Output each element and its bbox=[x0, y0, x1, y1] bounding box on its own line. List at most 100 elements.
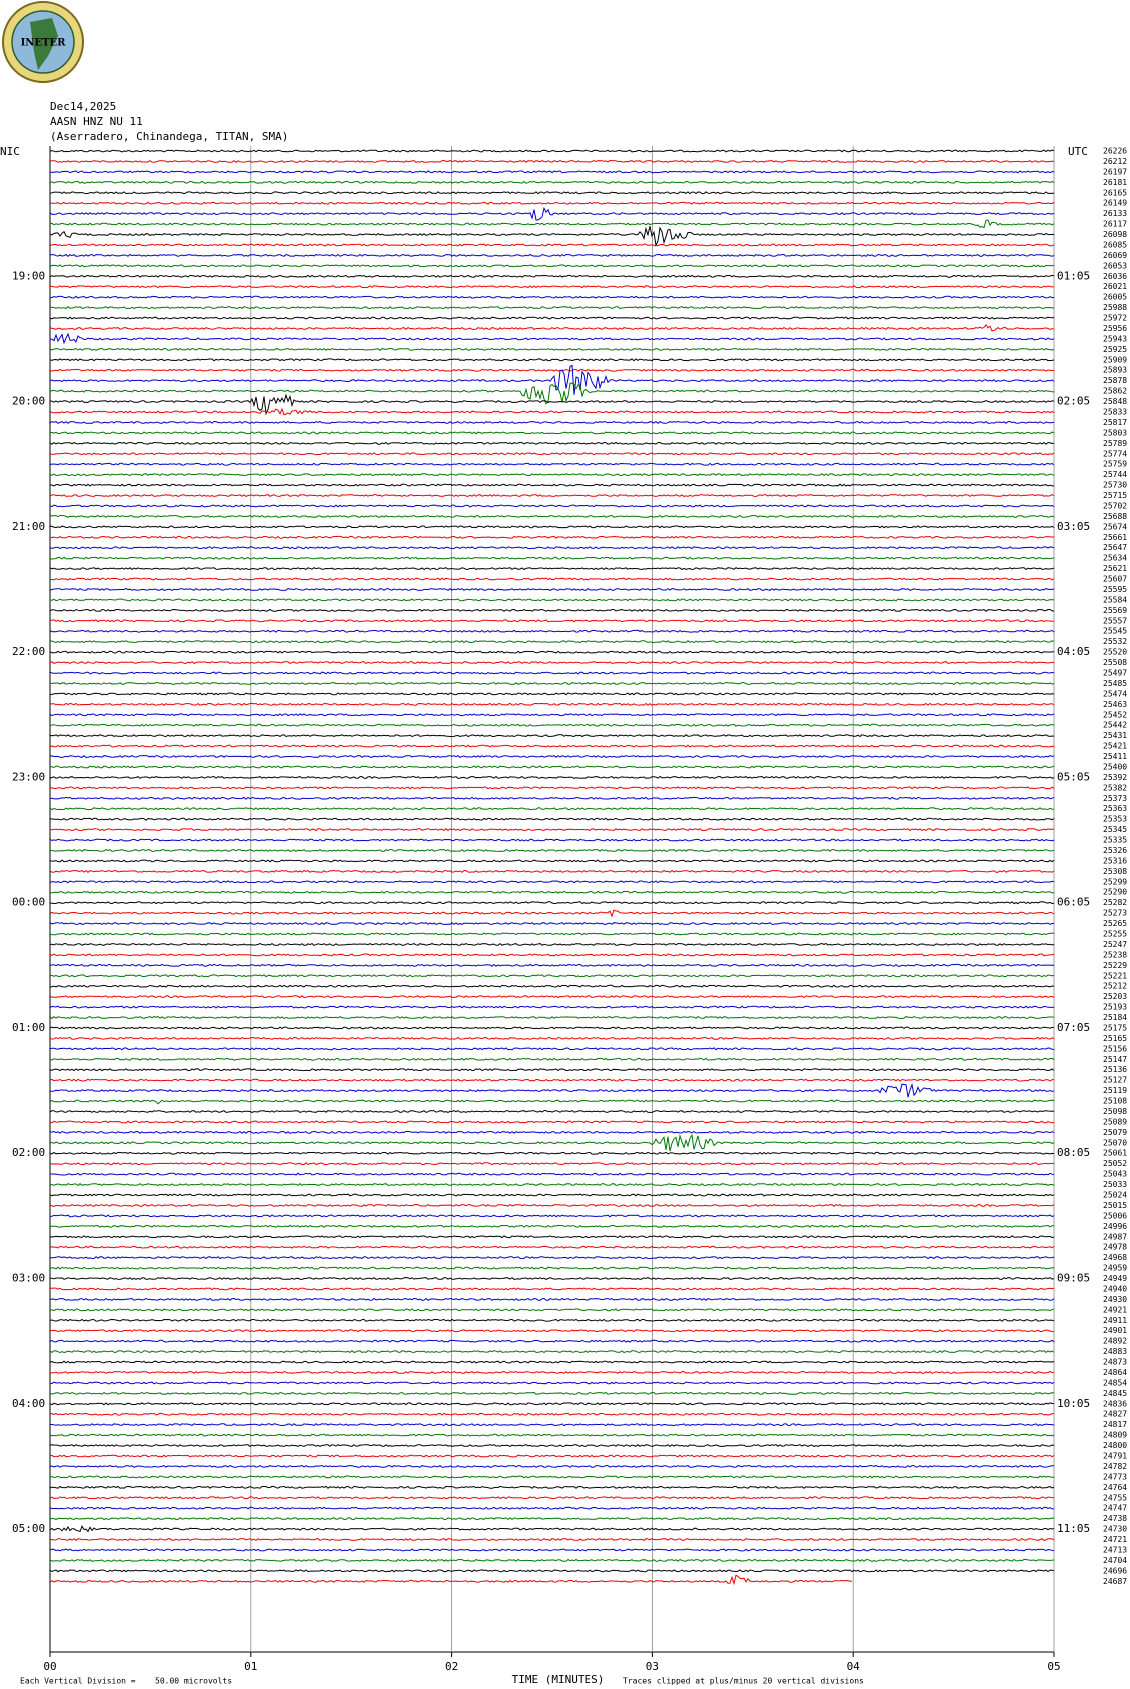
local-hour-label: 00:00 bbox=[12, 896, 45, 909]
trace bbox=[49, 1360, 1055, 1364]
trace-count: 25411 bbox=[1103, 752, 1127, 761]
trace-count: 24959 bbox=[1103, 1264, 1127, 1273]
trace-count: 25532 bbox=[1103, 637, 1127, 646]
trace-count: 25203 bbox=[1103, 992, 1127, 1001]
trace-count: 25033 bbox=[1103, 1180, 1127, 1189]
trace bbox=[49, 420, 1055, 424]
location: (Aserradero, Chinandega, TITAN, SMA) bbox=[50, 130, 288, 143]
trace bbox=[49, 358, 1055, 362]
trace-count: 25070 bbox=[1103, 1138, 1127, 1147]
trace-count: 25326 bbox=[1103, 846, 1127, 855]
trace-count: 25956 bbox=[1103, 324, 1127, 333]
trace bbox=[49, 1485, 1055, 1489]
utc-hour-label: 11:05 bbox=[1057, 1522, 1090, 1535]
trace-count: 25015 bbox=[1103, 1201, 1127, 1210]
trace-count: 26197 bbox=[1103, 167, 1127, 176]
trace-count: 25621 bbox=[1103, 564, 1127, 573]
trace-count: 24755 bbox=[1103, 1493, 1127, 1502]
local-hour-label: 04:00 bbox=[12, 1397, 45, 1410]
trace bbox=[49, 407, 1055, 416]
trace bbox=[49, 1329, 1055, 1333]
trace bbox=[49, 807, 1055, 811]
logo-land bbox=[30, 18, 58, 70]
trace-count: 25688 bbox=[1103, 512, 1127, 521]
trace bbox=[49, 1193, 1055, 1197]
trace bbox=[49, 159, 1055, 163]
trace-count: 24940 bbox=[1103, 1284, 1127, 1293]
trace bbox=[49, 1569, 1055, 1573]
trace bbox=[49, 869, 1055, 873]
trace bbox=[49, 1297, 1055, 1301]
trace bbox=[49, 1162, 1055, 1166]
trace-count: 25442 bbox=[1103, 721, 1127, 730]
trace bbox=[49, 984, 1055, 988]
trace-count: 25363 bbox=[1103, 804, 1127, 813]
trace-count: 25373 bbox=[1103, 794, 1127, 803]
trace-count: 25335 bbox=[1103, 836, 1127, 845]
trace-count: 25909 bbox=[1103, 355, 1127, 364]
trace-count: 26036 bbox=[1103, 272, 1127, 281]
utc-hour-label: 08:05 bbox=[1057, 1146, 1090, 1159]
trace-count: 25925 bbox=[1103, 345, 1127, 354]
trace bbox=[49, 1256, 1055, 1260]
trace-count: 25730 bbox=[1103, 481, 1127, 490]
trace-count: 25382 bbox=[1103, 783, 1127, 792]
trace-count: 25569 bbox=[1103, 606, 1127, 615]
trace-count: 25247 bbox=[1103, 940, 1127, 949]
trace bbox=[49, 535, 1055, 539]
x-tick-label: 04 bbox=[847, 1660, 861, 1673]
trace bbox=[49, 1381, 1055, 1385]
trace-count: 25400 bbox=[1103, 762, 1127, 771]
trace bbox=[49, 473, 1055, 477]
trace bbox=[49, 264, 1055, 268]
trace-count: 24968 bbox=[1103, 1253, 1127, 1262]
trace-count: 25282 bbox=[1103, 898, 1127, 907]
trace bbox=[49, 1412, 1055, 1416]
traces bbox=[49, 149, 1055, 1586]
trace bbox=[49, 1370, 1055, 1375]
trace bbox=[49, 364, 1055, 395]
trace-count: 25079 bbox=[1103, 1128, 1127, 1137]
trace bbox=[49, 734, 1055, 738]
trace bbox=[49, 1318, 1055, 1322]
trace bbox=[49, 640, 1055, 644]
trace bbox=[49, 191, 1055, 195]
trace-count: 25774 bbox=[1103, 449, 1127, 458]
trace-count: 26005 bbox=[1103, 293, 1127, 302]
trace-count: 24713 bbox=[1103, 1545, 1127, 1554]
x-axis-label: TIME (MINUTES) bbox=[512, 1673, 605, 1686]
trace bbox=[49, 598, 1054, 602]
trace-count: 25052 bbox=[1103, 1159, 1127, 1168]
trace-count: 25108 bbox=[1103, 1097, 1127, 1106]
local-hour-label: 23:00 bbox=[12, 770, 45, 783]
trace bbox=[49, 219, 1055, 229]
trace bbox=[49, 932, 1055, 936]
x-tick-label: 03 bbox=[646, 1660, 659, 1673]
trace-count: 25089 bbox=[1103, 1117, 1127, 1126]
trace bbox=[49, 963, 1055, 967]
trace-count: 24864 bbox=[1103, 1368, 1127, 1377]
trace-count: 25497 bbox=[1103, 669, 1127, 678]
trace-count: 25715 bbox=[1103, 491, 1127, 500]
trace-count: 25061 bbox=[1103, 1149, 1127, 1158]
trace-count: 25345 bbox=[1103, 825, 1127, 834]
trace bbox=[49, 1506, 1055, 1510]
trace-count: 24687 bbox=[1103, 1577, 1127, 1586]
trace bbox=[49, 206, 1055, 221]
trace bbox=[49, 567, 1055, 571]
x-tick-label: 00 bbox=[43, 1660, 56, 1673]
trace bbox=[49, 494, 1055, 498]
trace bbox=[49, 253, 1055, 257]
trace bbox=[49, 692, 1055, 696]
division-label: Each Vertical Division = bbox=[20, 1677, 136, 1686]
trace bbox=[49, 838, 1055, 842]
trace-count: 25255 bbox=[1103, 930, 1127, 939]
trace-count: 25136 bbox=[1103, 1065, 1127, 1074]
trace bbox=[49, 619, 1055, 623]
trace bbox=[50, 577, 1055, 581]
clip-note: Traces clipped at plus/minus 20 vertical… bbox=[623, 1677, 864, 1686]
trace bbox=[49, 316, 1055, 320]
trace-count: 25744 bbox=[1103, 470, 1127, 479]
trace bbox=[49, 393, 1055, 416]
